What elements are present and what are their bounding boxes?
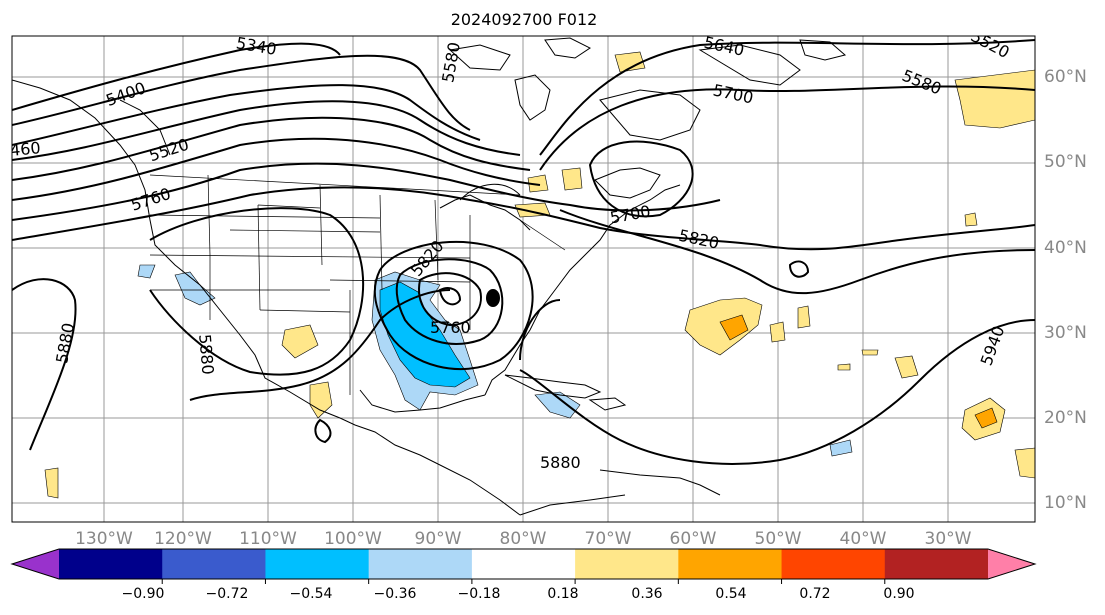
- lon-label: 40°W: [839, 529, 887, 549]
- colorbar-tick-label: −0.72: [205, 586, 249, 602]
- colorbar-tick-label: 0.72: [799, 586, 831, 602]
- height-contours: [12, 39, 1035, 465]
- lon-label: 130°W: [75, 529, 133, 549]
- colorbar-tick-label: 0.54: [715, 586, 747, 602]
- lon-label: 50°W: [754, 529, 802, 549]
- lat-label: 10°N: [1044, 493, 1087, 513]
- lon-label: 90°W: [414, 529, 462, 549]
- lat-label: 50°N: [1044, 152, 1087, 172]
- negative-shading: [137, 264, 853, 457]
- lon-label: 70°W: [584, 529, 632, 549]
- colorbar-segment: [471, 549, 576, 579]
- contour-label: 5760: [430, 318, 471, 337]
- lon-label: 120°W: [154, 529, 212, 549]
- contour-label: 5460: [0, 138, 41, 160]
- colorbar-segment: [368, 549, 473, 579]
- lon-label: 100°W: [324, 529, 382, 549]
- colorbar-segment: [162, 549, 266, 579]
- chart-title: 2024092700 F012: [450, 10, 598, 29]
- colorbar-segment: [59, 549, 163, 579]
- state-borders: [149, 174, 566, 395]
- lat-label: 60°N: [1044, 67, 1087, 87]
- lon-label: 60°W: [669, 529, 717, 549]
- colorbar-extend-high: [988, 549, 1035, 579]
- gridlines: [12, 36, 1035, 522]
- lon-label: 80°W: [499, 529, 547, 549]
- colorbar-tick-label: −0.36: [373, 586, 417, 602]
- colorbar-segment: [678, 549, 783, 579]
- contour-label: 5880: [540, 453, 581, 472]
- coastlines: [12, 37, 847, 516]
- map-frame: [11, 35, 1036, 523]
- colorbar-segment: [265, 549, 370, 579]
- lon-label: 110°W: [239, 529, 297, 549]
- colorbar-extend-low: [12, 549, 59, 579]
- contour-label: 5880: [195, 333, 217, 375]
- colorbar-tick-label: 0.18: [547, 586, 579, 602]
- colorbar: [10, 548, 1037, 584]
- colorbar-segment: [575, 549, 679, 579]
- colorbar-segment: [781, 549, 886, 579]
- colorbar-tick-label: 0.36: [631, 586, 663, 602]
- colorbar-tick-label: −0.54: [289, 586, 333, 602]
- low-center-marker: [486, 289, 500, 307]
- lat-label: 20°N: [1044, 408, 1087, 428]
- colorbar-segment: [884, 549, 989, 579]
- colorbar-tick-label: 0.90: [883, 586, 915, 602]
- lat-label: 40°N: [1044, 238, 1087, 258]
- colorbar-outline: [10, 548, 1037, 580]
- positive-shading: [44, 51, 1035, 499]
- lat-label: 30°N: [1044, 323, 1087, 343]
- colorbar-tick-label: −0.90: [121, 586, 165, 602]
- contour-label: 5340: [235, 33, 278, 59]
- colorbar-tick-label: −0.18: [457, 586, 501, 602]
- lon-label: 30°W: [924, 529, 972, 549]
